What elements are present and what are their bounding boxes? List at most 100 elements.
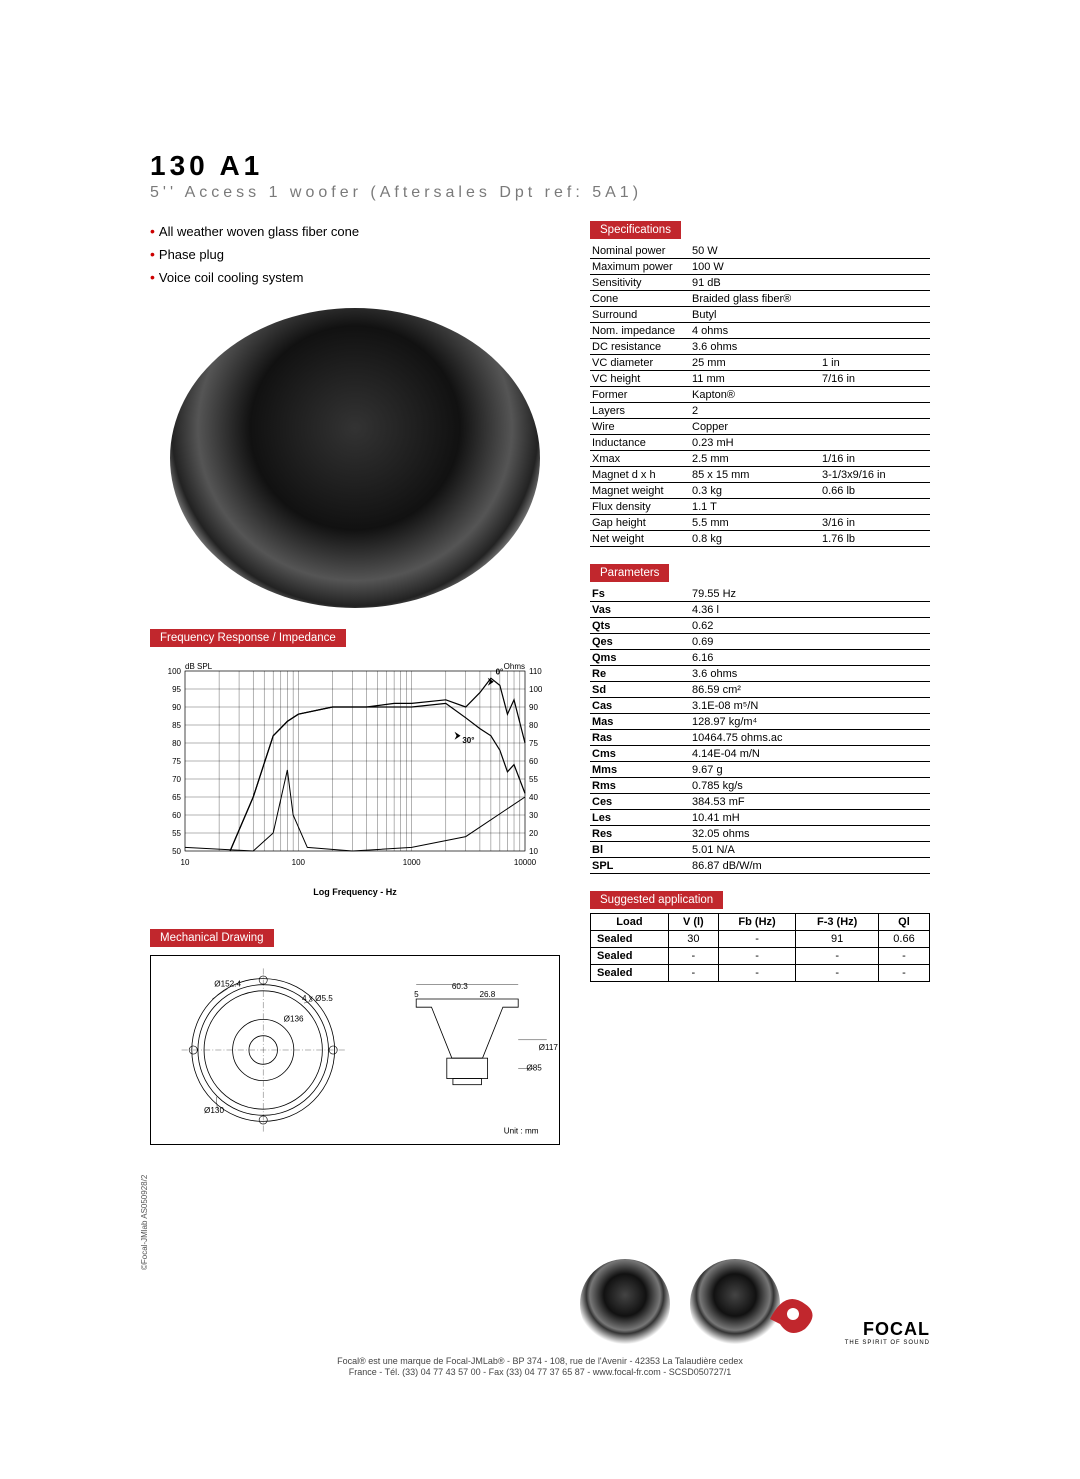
spec-value-alt [820,403,930,419]
spec-value: 11 mm [690,371,820,387]
app-cell: - [718,931,796,948]
spec-value: 2.5 mm [690,451,820,467]
param-value: 4.14E-04 m/N [690,746,930,762]
svg-text:100: 100 [529,685,543,694]
param-label: Cas [590,698,690,714]
svg-text:Ø117: Ø117 [539,1043,559,1052]
app-header: Fb (Hz) [718,914,796,931]
app-cell: - [718,965,796,982]
param-value: 128.97 kg/m⁴ [690,714,930,730]
spec-value-alt [820,259,930,275]
spec-value: 100 W [690,259,820,275]
spec-label: Magnet weight [590,483,690,499]
app-cell: - [878,965,929,982]
param-label: Qes [590,634,690,650]
param-value: 5.01 N/A [690,842,930,858]
param-value: 32.05 ohms [690,826,930,842]
spec-label: Sensitivity [590,275,690,291]
svg-text:100: 100 [168,667,182,676]
spec-value: 91 dB [690,275,820,291]
footer: Focal® est une marque de Focal-JMLab® - … [0,1356,1080,1379]
param-value: 0.69 [690,634,930,650]
spec-value-alt: 1/16 in [820,451,930,467]
spec-value-alt: 0.66 lb [820,483,930,499]
spec-value-alt: 3-1/3x9/16 in [820,467,930,483]
spec-label: Inductance [590,435,690,451]
svg-text:30°: 30° [462,736,474,745]
svg-text:40: 40 [529,793,538,802]
spec-label: Gap height [590,515,690,531]
svg-text:95: 95 [172,685,181,694]
svg-text:80: 80 [172,739,181,748]
param-label: SPL [590,858,690,874]
spec-label: Xmax [590,451,690,467]
spec-value: 0.8 kg [690,531,820,547]
svg-text:90: 90 [529,703,538,712]
svg-text:0°: 0° [496,668,504,677]
svg-text:90: 90 [172,703,181,712]
spec-label: VC diameter [590,355,690,371]
spec-label: VC height [590,371,690,387]
param-label: Bl [590,842,690,858]
svg-text:75: 75 [529,739,538,748]
app-table: LoadV (l)Fb (Hz)F-3 (Hz)QlSealed30-910.6… [590,913,930,982]
spec-value-alt [820,243,930,259]
spec-value: 2 [690,403,820,419]
mech-section-label: Mechanical Drawing [150,929,274,947]
svg-text:20: 20 [529,829,538,838]
param-label: Les [590,810,690,826]
svg-text:10: 10 [529,847,538,856]
params-table: Fs79.55 HzVas4.36 lQts0.62Qes0.69Qms6.16… [590,586,930,874]
spec-value-alt [820,419,930,435]
spec-value-alt [820,387,930,403]
param-label: Vas [590,602,690,618]
spec-value-alt [820,435,930,451]
param-label: Re [590,666,690,682]
spec-value: 4 ohms [690,323,820,339]
app-cell: 0.66 [878,931,929,948]
spec-value: Butyl [690,307,820,323]
spec-value: 85 x 15 mm [690,467,820,483]
freq-section-label: Frequency Response / Impedance [150,629,346,647]
spec-value: 1.1 T [690,499,820,515]
param-value: 0.785 kg/s [690,778,930,794]
svg-text:55: 55 [172,829,181,838]
spec-value-alt: 1.76 lb [820,531,930,547]
spec-value: Braided glass fiber® [690,291,820,307]
spec-value: 3.6 ohms [690,339,820,355]
svg-text:Ø136: Ø136 [284,1015,304,1024]
spec-label: Layers [590,403,690,419]
spec-value: 0.3 kg [690,483,820,499]
param-label: Qms [590,650,690,666]
spec-label: Cone [590,291,690,307]
svg-text:75: 75 [172,757,181,766]
spec-label: Flux density [590,499,690,515]
svg-text:Ø152.4: Ø152.4 [214,980,241,989]
param-label: Fs [590,586,690,602]
product-image [170,308,540,608]
spec-value-alt: 7/16 in [820,371,930,387]
svg-text:60.3: 60.3 [452,982,468,991]
svg-text:dB SPL: dB SPL [185,662,213,671]
spec-label: Surround [590,307,690,323]
param-label: Ras [590,730,690,746]
param-value: 3.6 ohms [690,666,930,682]
spec-label: DC resistance [590,339,690,355]
spec-value: 25 mm [690,355,820,371]
spec-value: 50 W [690,243,820,259]
svg-text:70: 70 [172,775,181,784]
params-section-label: Parameters [590,564,669,582]
spec-value: Copper [690,419,820,435]
svg-text:55: 55 [529,775,538,784]
spec-value-alt [820,307,930,323]
spec-label: Maximum power [590,259,690,275]
brand-logo: FOCAL THE SPIRIT OF SOUND [760,1284,930,1349]
logo-text: FOCAL [863,1319,930,1339]
svg-text:26.8: 26.8 [479,990,495,999]
svg-text:60: 60 [529,757,538,766]
app-cell: - [796,948,879,965]
svg-text:85: 85 [172,721,181,730]
app-section-label: Suggested application [590,891,723,909]
app-cell: - [878,948,929,965]
mechanical-drawing: Ø152.44 x Ø5.5Ø136Ø13060.3526.8Ø85Ø117Un… [150,955,560,1145]
